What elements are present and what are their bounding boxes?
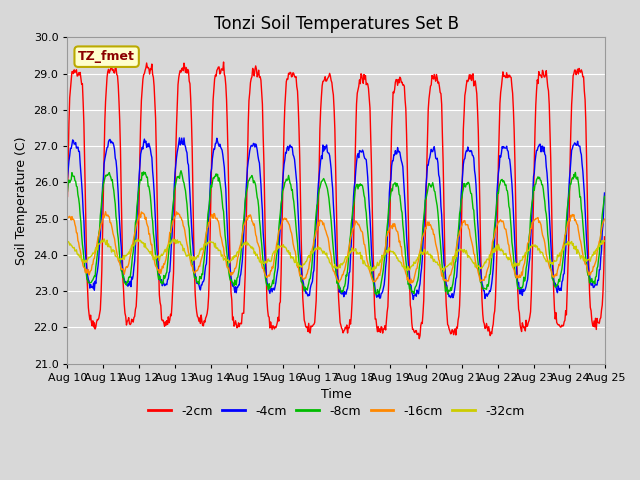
-8cm — [63, 189, 71, 194]
Title: Tonzi Soil Temperatures Set B: Tonzi Soil Temperatures Set B — [214, 15, 459, 33]
-2cm — [220, 59, 227, 65]
-4cm — [184, 160, 191, 166]
-8cm — [373, 292, 381, 298]
-2cm — [419, 321, 426, 326]
-8cm — [601, 193, 609, 199]
-4cm — [419, 257, 426, 263]
-32cm — [129, 243, 137, 249]
-32cm — [402, 266, 410, 272]
-8cm — [419, 234, 426, 240]
-32cm — [418, 250, 426, 255]
-16cm — [102, 209, 109, 215]
-16cm — [212, 216, 220, 222]
-16cm — [63, 216, 71, 222]
-4cm — [63, 175, 71, 180]
Line: -16cm: -16cm — [67, 212, 605, 283]
-32cm — [601, 238, 609, 244]
Line: -2cm: -2cm — [67, 62, 605, 339]
-8cm — [177, 168, 185, 174]
-4cm — [129, 276, 136, 282]
-16cm — [419, 236, 426, 241]
Y-axis label: Soil Temperature (C): Soil Temperature (C) — [15, 136, 28, 265]
-2cm — [63, 193, 71, 199]
-8cm — [184, 211, 191, 217]
-2cm — [402, 106, 410, 112]
-16cm — [184, 244, 191, 250]
-16cm — [74, 230, 81, 236]
-4cm — [74, 145, 81, 151]
-2cm — [415, 336, 423, 342]
-8cm — [74, 184, 81, 190]
Line: -8cm: -8cm — [67, 171, 605, 295]
Legend: -2cm, -4cm, -8cm, -16cm, -32cm: -2cm, -4cm, -8cm, -16cm, -32cm — [143, 400, 529, 423]
-2cm — [601, 234, 609, 240]
Line: -32cm: -32cm — [67, 239, 605, 271]
-4cm — [175, 135, 183, 141]
X-axis label: Time: Time — [321, 388, 352, 401]
Text: TZ_fmet: TZ_fmet — [78, 50, 135, 63]
-2cm — [183, 70, 191, 76]
-4cm — [212, 141, 220, 146]
-32cm — [74, 251, 81, 257]
-16cm — [402, 271, 410, 276]
-4cm — [410, 297, 417, 302]
-32cm — [212, 245, 220, 251]
-32cm — [63, 240, 71, 245]
-8cm — [129, 253, 136, 259]
Line: -4cm: -4cm — [67, 138, 605, 300]
-16cm — [129, 238, 137, 244]
-16cm — [601, 216, 609, 222]
-4cm — [601, 190, 609, 196]
-32cm — [440, 268, 448, 274]
-32cm — [100, 236, 108, 242]
-2cm — [74, 73, 81, 79]
-2cm — [211, 72, 219, 78]
-16cm — [406, 280, 414, 286]
-4cm — [402, 216, 410, 221]
-32cm — [184, 252, 191, 258]
-8cm — [212, 171, 220, 177]
-2cm — [129, 318, 136, 324]
-8cm — [403, 264, 410, 269]
